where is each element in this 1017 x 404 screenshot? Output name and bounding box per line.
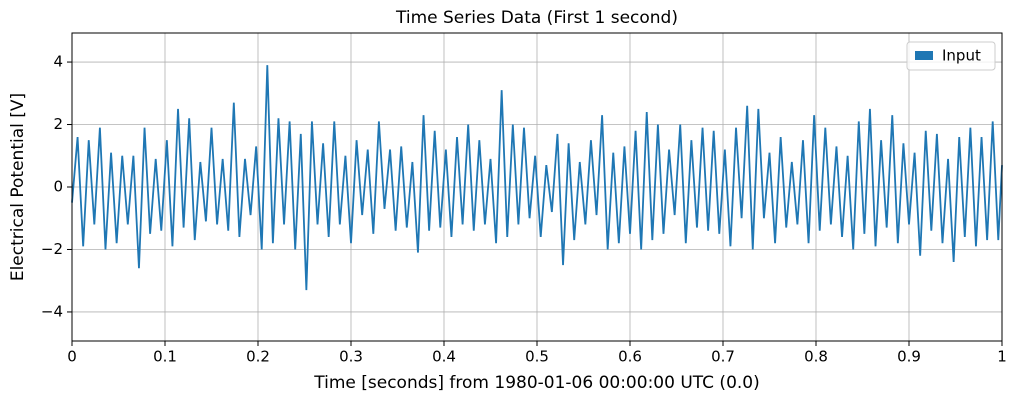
y-tick-label: 0 <box>53 178 63 196</box>
y-tick-label: −4 <box>41 302 63 320</box>
legend-swatch <box>915 51 933 60</box>
x-tick-label: 1 <box>997 348 1007 366</box>
y-axis-label: Electrical Potential [V] <box>8 93 28 281</box>
x-tick-label: 0.9 <box>897 348 921 366</box>
x-tick-label: 0.7 <box>711 348 735 366</box>
x-tick-label: 0.2 <box>246 348 270 366</box>
x-tick-label: 0 <box>67 348 77 366</box>
x-tick-label: 0.1 <box>153 348 177 366</box>
x-tick-label: 0.8 <box>804 348 828 366</box>
y-tick-label: −2 <box>41 240 63 258</box>
legend-label: Input <box>942 47 981 65</box>
x-tick-label: 0.6 <box>618 348 642 366</box>
plot-frame <box>71 32 1003 342</box>
data-line <box>71 65 1003 291</box>
x-tick-label: 0.3 <box>339 348 363 366</box>
x-tick-label: 0.5 <box>525 348 549 366</box>
legend-box <box>906 41 996 71</box>
x-axis-label: Time [seconds] from 1980-01-06 00:00:00 … <box>313 373 760 393</box>
chart-title: Time Series Data (First 1 second) <box>395 8 678 28</box>
y-tick-label: 4 <box>53 53 63 71</box>
y-tick-label: 2 <box>53 115 63 133</box>
x-tick-label: 0.4 <box>432 348 456 366</box>
